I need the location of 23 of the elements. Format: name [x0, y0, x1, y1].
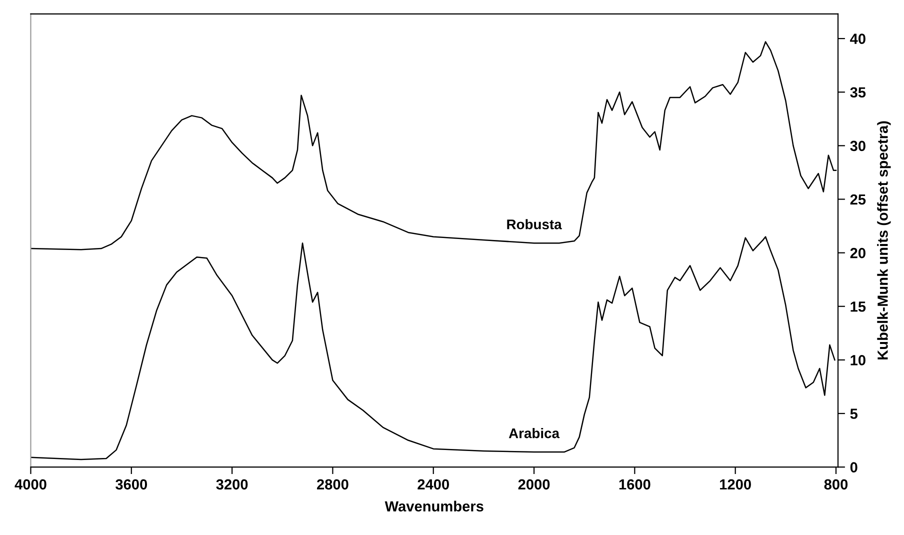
series-label: Arabica — [508, 428, 560, 438]
series-label: Robusta — [507, 219, 562, 230]
y-tick-label: 25 — [850, 194, 866, 205]
y-tick-label: 30 — [850, 140, 866, 152]
y-tick-label: 20 — [850, 248, 866, 258]
y-tick-label: 35 — [850, 87, 866, 98]
x-tick-label: 1600 — [619, 479, 650, 490]
y-tick-label: 0 — [850, 462, 858, 472]
y-tick-label: 10 — [850, 355, 866, 366]
x-axis-title: Wavenumbers — [384, 500, 484, 512]
x-tick-label: 3600 — [116, 479, 148, 490]
line-series — [30, 236, 836, 460]
x-tick-label: 800 — [824, 479, 848, 490]
x-tick-label: 4000 — [14, 479, 46, 490]
x-tick-label: 2400 — [418, 479, 449, 490]
y-tick-label: 15 — [850, 302, 866, 312]
y-axis-title: Kubelk-Munk units (offset spectra) — [877, 121, 891, 360]
y-tick-label: 5 — [850, 408, 858, 419]
x-tick-label: 2800 — [316, 479, 348, 490]
x-tick-label: 1200 — [720, 479, 751, 490]
y-tick-label: 40 — [850, 34, 866, 44]
x-tick-label: 3200 — [216, 479, 248, 490]
x-tick-label: 2000 — [518, 479, 550, 490]
